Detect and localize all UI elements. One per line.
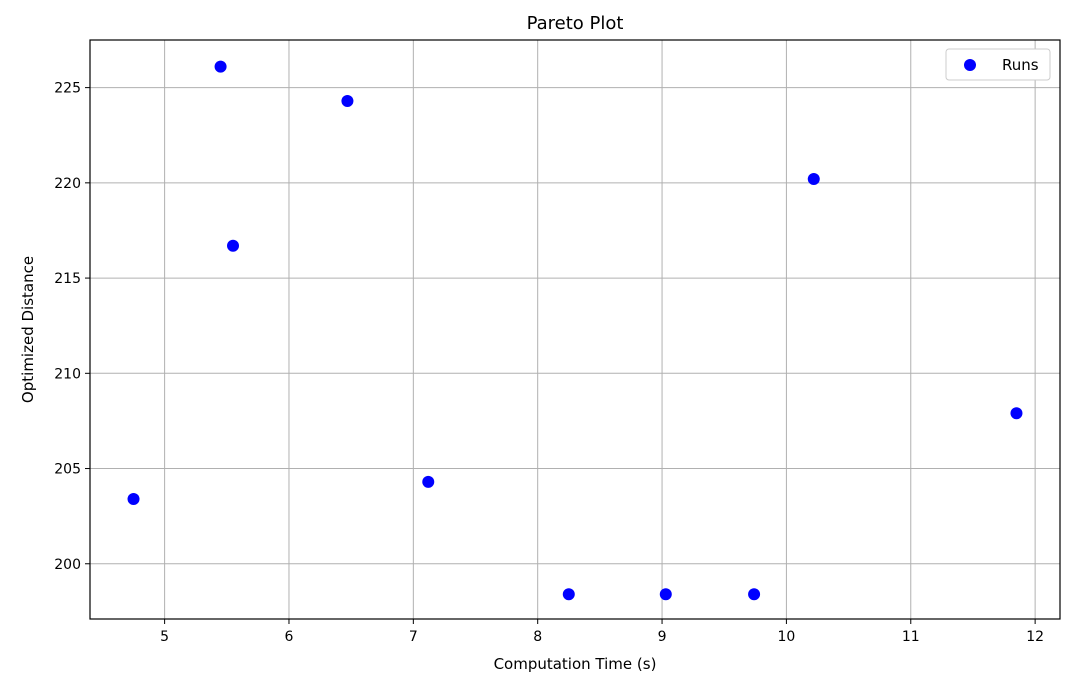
data-point [1010, 407, 1023, 420]
data-point [807, 173, 820, 186]
y-tick-label: 220 [54, 176, 81, 192]
x-tick-label: 8 [533, 629, 542, 645]
x-tick-label: 11 [902, 629, 920, 645]
axis-ticks: 5 6 7 8 9 10 11 12 200 205 210 215 220 225 [54, 81, 1044, 645]
data-point [341, 94, 354, 107]
y-tick-label: 225 [54, 81, 81, 97]
data-point [748, 588, 761, 601]
y-tick-label: 210 [54, 366, 81, 382]
x-tick-label: 5 [160, 629, 169, 645]
data-point [214, 60, 227, 73]
data-point [127, 493, 140, 506]
legend-box [945, 48, 1051, 81]
x-tick-label: 9 [658, 629, 667, 645]
data-point [422, 475, 435, 488]
y-axis-label: Optimized Distance [19, 256, 37, 403]
data-point [227, 239, 240, 252]
x-tick-label: 10 [777, 629, 795, 645]
data-points [127, 60, 1023, 601]
grid-lines [90, 40, 1060, 619]
x-tick-label: 12 [1026, 629, 1044, 645]
legend-marker-runs [964, 59, 976, 71]
y-tick-label: 215 [54, 271, 81, 287]
x-tick-label: 6 [285, 629, 294, 645]
x-tick-label: 7 [409, 629, 418, 645]
data-point [562, 588, 575, 601]
legend-label-runs: Runs [1002, 56, 1039, 74]
plot-area-frame [89, 39, 1061, 620]
y-tick-label: 205 [54, 462, 81, 478]
x-axis-label: Computation Time (s) [494, 655, 657, 673]
data-point [659, 588, 672, 601]
legend: Runs [945, 48, 1051, 81]
chart-title: Pareto Plot [527, 13, 624, 34]
y-tick-label: 200 [54, 557, 81, 573]
